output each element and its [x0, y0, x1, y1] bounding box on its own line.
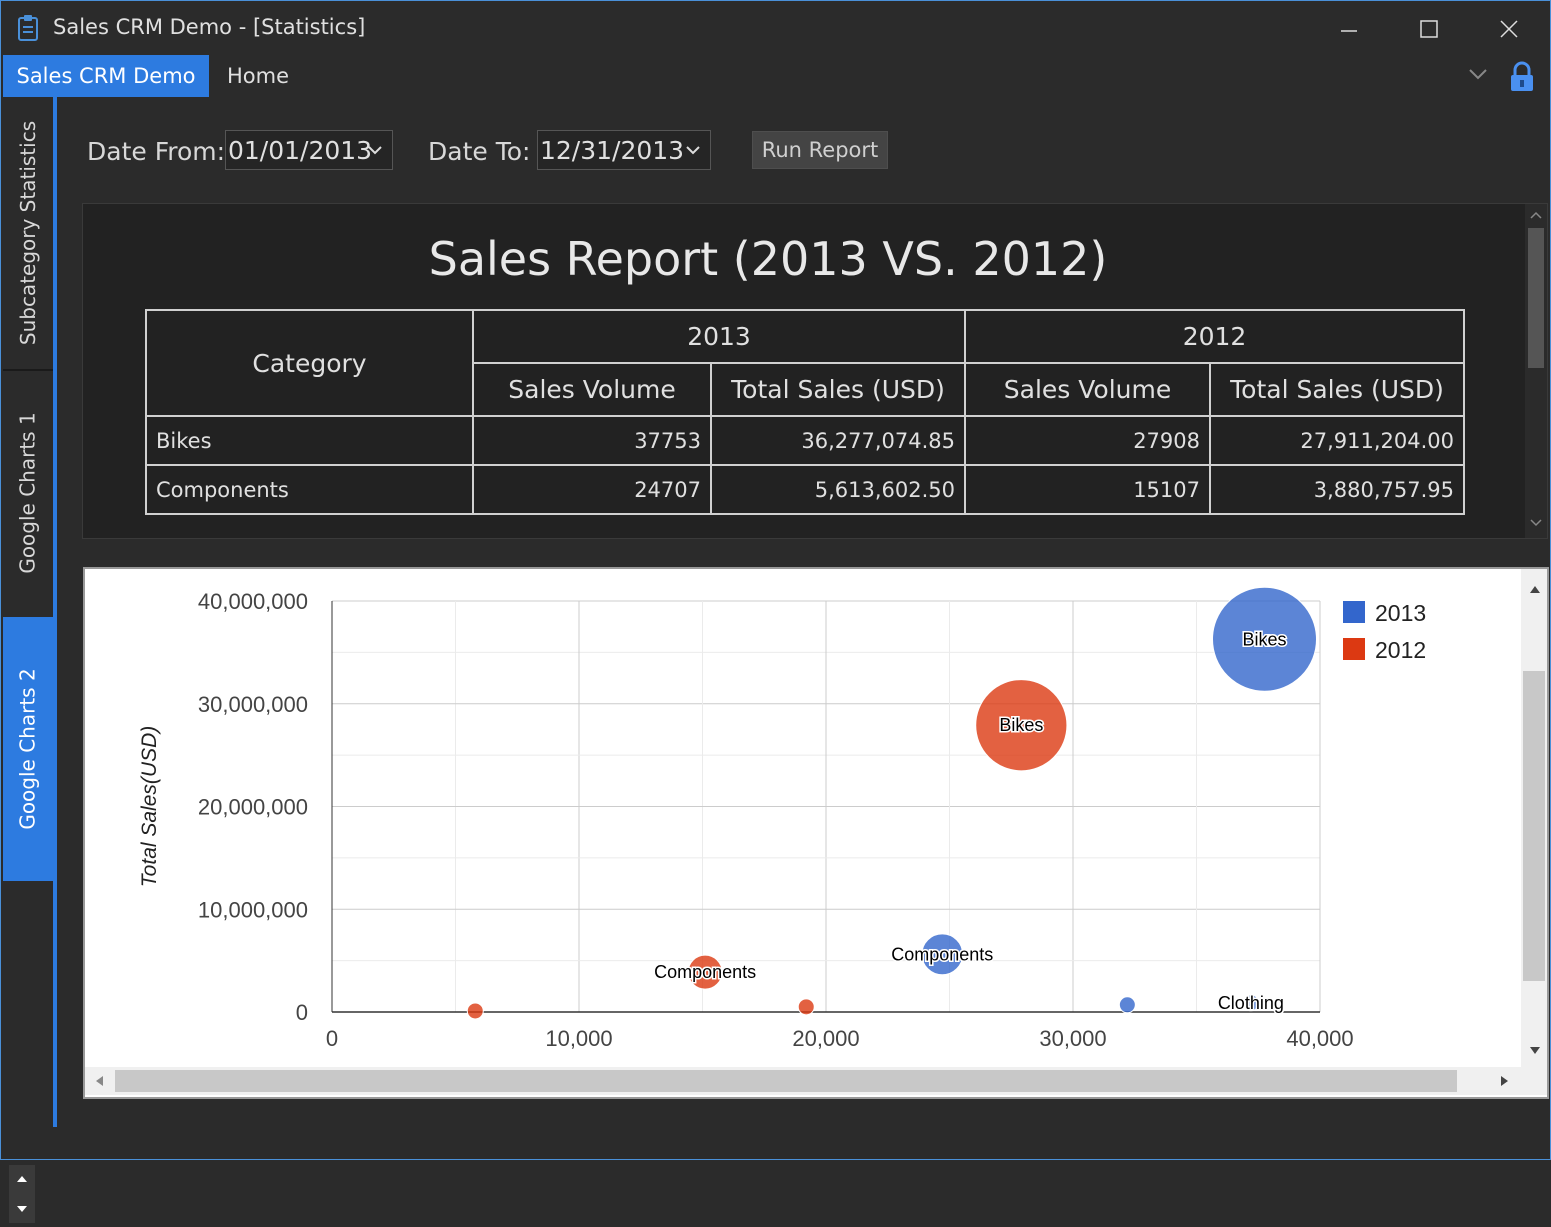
run-report-button[interactable]: Run Report: [752, 131, 888, 169]
bubble-chart: 0 10,000 20,000 30,000 40,000 0 10,000,000 20,0…: [138, 586, 1426, 1051]
x-tick-label: 30,000: [1039, 1026, 1106, 1051]
sales-report-table: Category 2013 2012 Sales Volume Total Sa…: [145, 309, 1465, 515]
sidebar-tab-google-charts-2[interactable]: Google Charts 2: [3, 617, 53, 881]
header-year-2012: 2012: [964, 309, 1465, 364]
cell-total-2013: 5,613,602.50: [710, 464, 966, 515]
x-tick-label: 40,000: [1286, 1026, 1353, 1051]
bubble-clothing: [1242, 994, 1260, 1012]
y-tick-label: 30,000,000: [198, 692, 308, 717]
date-from-picker[interactable]: 01/01/2013: [225, 130, 393, 170]
bubble-components: [687, 954, 723, 990]
cell-total-2012: 27,911,204.00: [1209, 415, 1465, 466]
legend-swatch: [1343, 601, 1365, 623]
date-from-value: 01/01/2013: [228, 135, 373, 165]
scroll-arrows-icon: [96, 1076, 1508, 1086]
header-sales-volume: Sales Volume: [964, 362, 1211, 417]
x-tick-label: 0: [326, 1026, 338, 1051]
cell-total-2013: 36,277,074.85: [710, 415, 966, 466]
menu-tab-home[interactable]: Home: [227, 64, 290, 88]
legend-swatch: [1343, 638, 1365, 660]
menu-tab-sales-crm-demo[interactable]: Sales CRM Demo: [3, 55, 209, 97]
x-tick-label: 10,000: [545, 1026, 612, 1051]
scroll-corner: [1521, 1067, 1547, 1095]
window-title: Sales CRM Demo - [Statistics]: [53, 15, 366, 39]
chart-horizontal-scrollbar[interactable]: [85, 1067, 1521, 1095]
date-from-label: Date From:: [87, 137, 226, 166]
chart-vertical-scrollbar[interactable]: [1521, 569, 1547, 1067]
table-row: Components 24707 5,613,602.50 15107 3,88…: [145, 464, 1465, 515]
header-total-sales: Total Sales (USD): [1209, 362, 1465, 417]
header-year-2013: 2013: [472, 309, 966, 364]
cell-volume-2013: 37753: [472, 415, 712, 466]
legend-label: 2012: [1375, 637, 1426, 663]
bubble-label: Components: [654, 962, 756, 982]
cell-volume-2013: 24707: [472, 464, 712, 515]
maximize-icon: [1420, 20, 1438, 38]
cell-volume-2012: 15107: [964, 464, 1211, 515]
bubble-bikes: [1211, 586, 1317, 692]
sidebar-tab-label: Google Charts 2: [16, 668, 41, 830]
date-to-value: 12/31/2013: [540, 135, 685, 165]
y-tick-label: 0: [296, 1000, 308, 1025]
bubble-label: Bikes: [1242, 629, 1286, 649]
bubble-label: Bikes: [999, 715, 1043, 735]
y-tick-label: 40,000,000: [198, 589, 308, 614]
cell-volume-2012: 27908: [964, 415, 1211, 466]
bubble-chart-panel: 0 10,000 20,000 30,000 40,000 0 10,000,000 20,0…: [83, 567, 1549, 1099]
clipboard-icon: [18, 15, 38, 41]
header-category: Category: [145, 309, 474, 417]
bubble-point: [1118, 996, 1136, 1014]
legend-label: 2013: [1375, 600, 1426, 626]
bubble-point: [797, 998, 815, 1016]
close-button[interactable]: [1479, 9, 1539, 49]
chevron-down-icon: [686, 146, 700, 155]
sidebar-tab-subcategory-statistics[interactable]: Subcategory Statistics: [3, 97, 53, 369]
menu-bar: Sales CRM Demo Home: [1, 55, 1550, 97]
scroll-arrows-icon: [17, 1176, 27, 1212]
maximize-button[interactable]: [1399, 9, 1459, 49]
cell-total-2012: 3,880,757.95: [1209, 464, 1465, 515]
header-sales-volume: Sales Volume: [472, 362, 712, 417]
bubble-label: Components: [891, 944, 993, 964]
sidebar-scroll-buttons[interactable]: [9, 1165, 35, 1223]
x-tick-label: 20,000: [792, 1026, 859, 1051]
bubble-label: Clothing: [1218, 993, 1284, 1013]
report-scrollbar[interactable]: [1525, 204, 1547, 538]
lock-icon[interactable]: [1508, 61, 1536, 93]
sidebar-accent-strip: [53, 97, 57, 1127]
sidebar-tab-google-charts-1[interactable]: Google Charts 1: [3, 371, 53, 615]
chart-vertical-scroll-thumb[interactable]: [1523, 671, 1545, 981]
minimize-button[interactable]: [1319, 9, 1379, 49]
chevron-down-icon[interactable]: [1467, 63, 1489, 85]
sidebar-divider: [3, 369, 53, 371]
chevron-down-icon: [368, 146, 382, 155]
scroll-arrows-icon: [1530, 586, 1540, 1054]
cell-category: Components: [145, 464, 474, 515]
close-icon: [1500, 20, 1518, 38]
sidebar-tab-label: Subcategory Statistics: [16, 120, 40, 346]
date-to-label: Date To:: [428, 137, 531, 166]
minimize-icon: [1341, 30, 1357, 32]
sidebar-tab-label: Google Charts 1: [16, 412, 41, 574]
y-axis-label: Total Sales(USD): [138, 726, 161, 887]
bubble-point: [466, 1002, 484, 1020]
report-title: Sales Report (2013 VS. 2012): [428, 232, 1108, 286]
report-scroll-thumb[interactable]: [1528, 228, 1544, 368]
scroll-arrows-icon: [1530, 211, 1542, 527]
date-to-picker[interactable]: 12/31/2013: [537, 130, 711, 170]
title-bar: Sales CRM Demo - [Statistics]: [1, 1, 1550, 55]
table-row: Bikes 37753 36,277,074.85 27908 27,911,2…: [145, 415, 1465, 466]
y-tick-label: 10,000,000: [198, 897, 308, 922]
sales-report-panel: Sales Report (2013 VS. 2012) Category 20…: [82, 203, 1548, 539]
bubble-components: [921, 933, 964, 976]
y-tick-label: 20,000,000: [198, 795, 308, 820]
chart-horizontal-scroll-thumb[interactable]: [115, 1070, 1457, 1092]
cell-category: Bikes: [145, 415, 474, 466]
main-content: Date From: 01/01/2013 Date To: 12/31/201…: [57, 97, 1550, 1127]
header-total-sales: Total Sales (USD): [710, 362, 966, 417]
bubble-bikes: [975, 679, 1068, 772]
status-bar: [1, 1127, 1550, 1159]
sidebar: Subcategory Statistics Google Charts 1 G…: [1, 97, 57, 1223]
